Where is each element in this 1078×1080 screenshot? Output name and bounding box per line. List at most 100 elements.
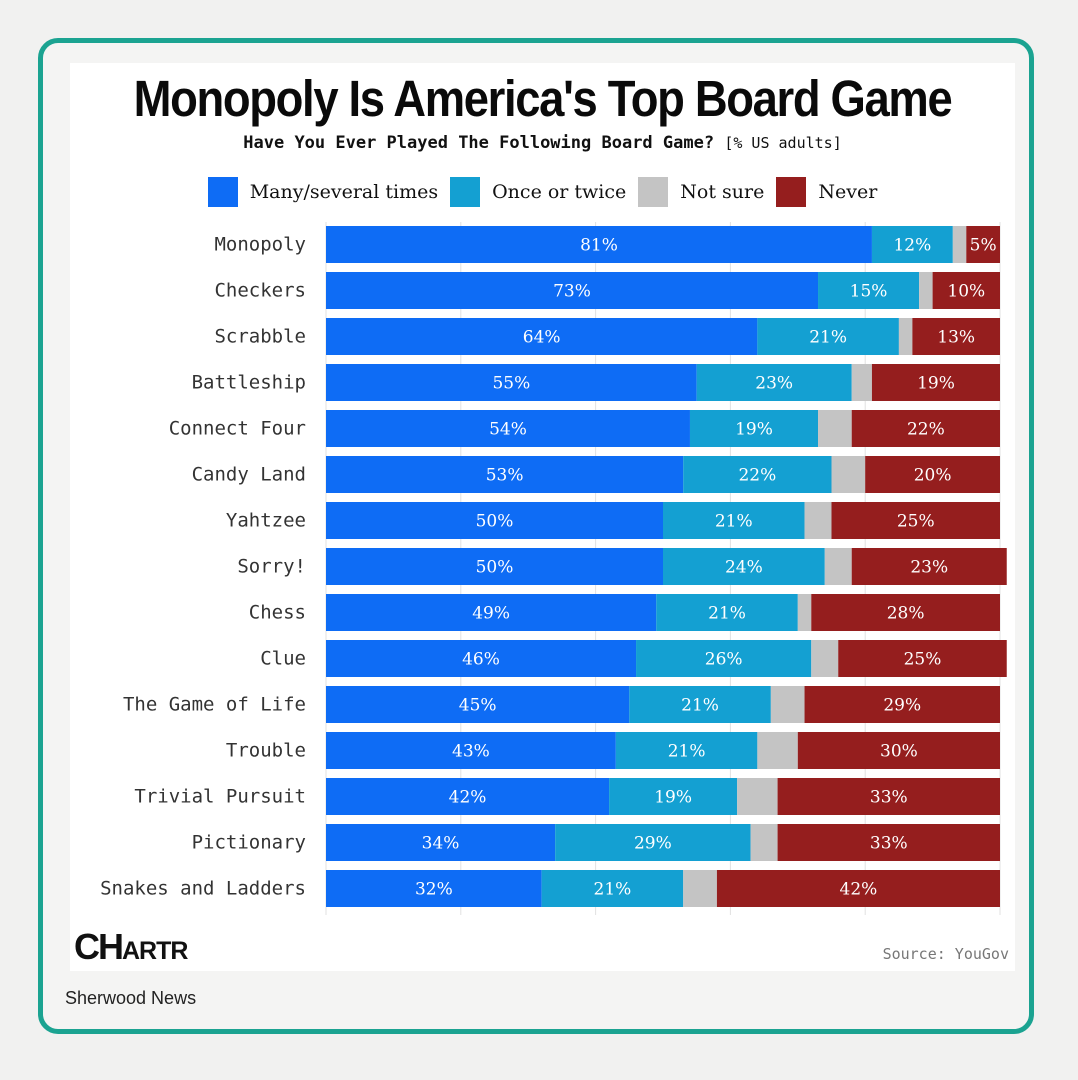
bar-value-label: 45% (459, 696, 497, 716)
bar-segment (636, 640, 812, 677)
bar-value-label: 53% (486, 466, 524, 486)
legend-item-not-sure: Not sure (638, 177, 764, 207)
bar-segment (326, 870, 542, 907)
bar-value-label: 29% (634, 834, 672, 854)
logo-text-artr: ARTR (122, 937, 188, 965)
bar-segment (952, 226, 967, 263)
category-label: Clue (260, 648, 306, 670)
bar-segment (326, 318, 758, 355)
category-label: Scrabble (214, 326, 306, 348)
bar-value-label: 23% (755, 374, 793, 394)
bar-value-label: 32% (415, 880, 453, 900)
bar-segment (757, 732, 798, 769)
bar-segment (716, 870, 1000, 907)
bar-segment (326, 364, 697, 401)
bar-value-label: 19% (917, 374, 955, 394)
category-label: Checkers (214, 280, 306, 302)
bar-value-label: 21% (668, 742, 706, 762)
bar-segment (615, 732, 758, 769)
bar-segment (663, 548, 825, 585)
bar-value-label: 5% (970, 236, 997, 256)
legend-item-many: Many/several times (207, 177, 439, 207)
bar-segment (326, 686, 630, 723)
bar-segment (326, 272, 819, 309)
bar-value-label: 20% (914, 466, 952, 486)
bar-segment (804, 686, 1000, 723)
bar-segment (326, 824, 556, 861)
bar-value-label: 42% (840, 880, 878, 900)
bar-segment (683, 456, 832, 493)
bar-segment (871, 226, 953, 263)
bar-segment (804, 502, 832, 539)
logo-text-ch: CH (74, 926, 124, 967)
bar-value-label: 19% (735, 420, 773, 440)
bar-value-label: 30% (880, 742, 918, 762)
bar-value-label: 24% (725, 558, 763, 578)
subtitle-unit: [% US adults] (724, 134, 842, 152)
bar-value-label: 25% (897, 512, 935, 532)
bar-segment (541, 870, 684, 907)
bar-value-label: 81% (580, 236, 618, 256)
bar-value-label: 21% (594, 880, 632, 900)
bar-value-label: 23% (910, 558, 948, 578)
legend-label-never: Never (818, 181, 878, 203)
bar-segment (898, 318, 913, 355)
bar-segment (326, 226, 872, 263)
bar-segment (770, 686, 805, 723)
legend-label-once: Once or twice (492, 181, 627, 203)
bar-segment (824, 548, 852, 585)
bar-value-label: 13% (937, 328, 975, 348)
bar-segment (851, 548, 1007, 585)
legend-label-many: Many/several times (249, 181, 439, 203)
bar-segment (831, 502, 1000, 539)
legend-swatch-never (776, 177, 807, 207)
bar-value-label: 28% (887, 604, 925, 624)
bar-segment (865, 456, 1000, 493)
bar-value-label: 10% (947, 282, 985, 302)
bar-segment (851, 410, 1000, 447)
chart-subtitle: Have You Ever Played The Following Board… (70, 133, 1015, 153)
category-label: Connect Four (169, 418, 306, 440)
bar-value-label: 54% (489, 420, 527, 440)
bar-segment (777, 824, 1000, 861)
bar-segment (689, 410, 819, 447)
bar-segment (797, 594, 812, 631)
stacked-bar-chart: Monopoly 81% 12% 5% Checkers 73% 15% 10% Scrabbl… (100, 222, 1007, 915)
category-label: Snakes and Ladders (100, 878, 306, 900)
bar-segment (696, 364, 852, 401)
bar-value-label: 22% (738, 466, 776, 486)
bar-value-label: 64% (523, 328, 561, 348)
subtitle-question: Have You Ever Played The Following Board… (243, 133, 715, 153)
bar-segment (919, 272, 933, 309)
bar-value-label: 26% (705, 650, 743, 670)
bar-value-label: 21% (681, 696, 719, 716)
chart-card: Monopoly Is America's Top Board Game Hav… (70, 63, 1015, 971)
bar-segment (750, 824, 778, 861)
bar-value-label: 29% (883, 696, 921, 716)
legend-item-once: Once or twice (450, 177, 626, 207)
legend: Many/several times Once or twice Not sur… (70, 177, 1015, 207)
bar-segment (871, 364, 1000, 401)
bar-segment (912, 318, 1000, 355)
category-label: Yahtzee (226, 510, 306, 532)
bar-value-label: 21% (715, 512, 753, 532)
publisher-credit: Sherwood News (65, 988, 197, 1008)
source-note: Source: YouGov (882, 945, 1009, 963)
bar-segment (663, 502, 805, 539)
bar-segment (932, 272, 1000, 309)
bar-value-label: 33% (870, 788, 908, 808)
bar-value-label: 46% (462, 650, 500, 670)
bar-segment (838, 640, 1007, 677)
category-label: Monopoly (214, 234, 306, 256)
bar-value-label: 34% (422, 834, 460, 854)
bar-value-label: 49% (472, 604, 510, 624)
bar-value-label: 25% (904, 650, 942, 670)
bar-value-label: 15% (850, 282, 888, 302)
bar-segment (851, 364, 872, 401)
bar-segment (777, 778, 1000, 815)
bar-value-label: 50% (476, 558, 514, 578)
bar-value-label: 50% (476, 512, 514, 532)
bar-segment (831, 456, 866, 493)
bar-segment (326, 594, 657, 631)
bar-segment (326, 548, 663, 585)
